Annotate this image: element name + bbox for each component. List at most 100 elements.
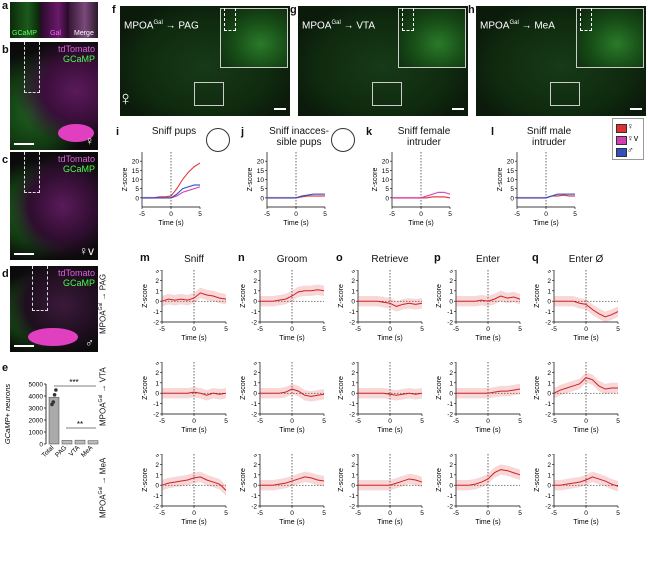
grid-chart-VTA-Enter: -2 -1 0 1 2 3 -5 0 5 Time (s) Z-score (436, 362, 522, 434)
panel-d-gcamp-label: GCaMP (62, 278, 95, 288)
xtick-label: 5 (322, 326, 326, 333)
panel-a-image: GCaMP Gal Merge (10, 2, 98, 38)
ytick-label: -2 (545, 320, 551, 327)
ytick-label: 3 (547, 270, 551, 275)
trace-PAG-Enter (456, 295, 521, 302)
xtick-label: -5 (355, 418, 361, 425)
grid-chart-PAG-Retrieve: -2 -1 0 1 2 3 -5 0 5 Time (s) Z-score (338, 270, 424, 342)
xtick-label: 5 (420, 418, 424, 425)
xtick-label: 5 (322, 510, 326, 517)
ytick-label: 2 (155, 278, 159, 285)
xtick-label: 0 (419, 211, 423, 218)
ytick-label: 2 (155, 370, 159, 377)
panel-q-title: Enter Ø (568, 254, 604, 265)
ylabel: Z-score (372, 168, 379, 192)
panel-h-inset-cannula (580, 8, 592, 31)
panel-h-scalebar (630, 108, 642, 110)
e-ytick-label: 1000 (29, 430, 44, 437)
xtick-label: 0 (294, 211, 298, 218)
panel-l-label: l (491, 126, 495, 138)
trace-VTA-Sniff (162, 391, 227, 396)
xtick-label: -5 (551, 510, 557, 517)
xtick-label: 0 (584, 326, 588, 333)
ylabel: Z-score (436, 376, 443, 400)
grid-chart-MeA-EnterØ: -2 -1 0 1 2 3 -5 0 5 Time (s) Z-score (534, 454, 620, 526)
ytick-label: 20 (382, 159, 390, 166)
error-band (456, 464, 520, 491)
ytick-label: 3 (253, 362, 257, 367)
xlabel: Time (s) (279, 427, 304, 434)
xtick-label: 5 (616, 418, 620, 425)
panel-j-label: j (241, 126, 245, 138)
grid-chart-VTA-Retrieve: -2 -1 0 1 2 3 -5 0 5 Time (s) Z-score (338, 362, 424, 434)
ytick-label: 3 (449, 270, 453, 275)
ytick-label: 3 (351, 454, 355, 459)
ytick-label: 15 (507, 168, 515, 175)
error-band (162, 471, 226, 496)
panel-b-gcamp-label: GCaMP (62, 54, 95, 64)
ytick-label: 1 (351, 472, 355, 479)
ytick-label: -1 (153, 309, 159, 316)
xlabel: Time (s) (533, 220, 558, 227)
ytick-label: -1 (251, 309, 257, 316)
ytick-label: 10 (257, 177, 265, 184)
proj-target: → VTA (340, 20, 376, 32)
row-target: → MeA (98, 457, 108, 487)
xtick-label: -5 (453, 418, 459, 425)
trace-j-male (267, 193, 325, 199)
ytick-label: 2 (253, 370, 257, 377)
ytick-label: -2 (447, 320, 453, 327)
xtick-label: -5 (264, 211, 270, 218)
ytick-label: 1 (351, 288, 355, 295)
panel-i-title: Sniff pups (151, 126, 197, 137)
xlabel: Time (s) (573, 335, 598, 342)
row-target: → VTA (98, 367, 108, 395)
xtick-label: 0 (486, 510, 490, 517)
ytick-label: -1 (349, 493, 355, 500)
xtick-label: -5 (551, 418, 557, 425)
xlabel: Time (s) (377, 335, 402, 342)
ytick-label: 3 (351, 362, 355, 367)
xtick-label: 0 (544, 211, 548, 218)
ytick-label: 0 (253, 299, 257, 306)
ytick-label: -2 (153, 412, 159, 419)
xlabel: Time (s) (181, 427, 206, 434)
grid-chart-PAG-EnterØ: -2 -1 0 1 2 3 -5 0 5 Time (s) Z-score (534, 270, 620, 342)
ytick-label: 3 (253, 270, 257, 275)
xlabel: Time (s) (573, 427, 598, 434)
ytick-label: 5 (385, 186, 389, 193)
trace-k-virgin (392, 191, 451, 199)
ytick-label: -2 (153, 504, 159, 511)
ylabel: Z-score (142, 376, 149, 400)
ytick-label: 10 (382, 177, 390, 184)
panel-i-label: i (116, 126, 120, 138)
xlabel: Time (s) (475, 335, 500, 342)
panel-o-title: Retrieve (371, 254, 409, 265)
panel-j-icon (331, 128, 355, 152)
e-bar-Total (48, 396, 60, 445)
xlabel: Time (s) (408, 220, 433, 227)
grid-chart-VTA-Groom: -2 -1 0 1 2 3 -5 0 5 Time (s) Z-score (240, 362, 326, 434)
ytick-label: 2 (449, 278, 453, 285)
ytick-label: 2 (253, 278, 257, 285)
grid-chart-PAG-Enter: -2 -1 0 1 2 3 -5 0 5 Time (s) Z-score (436, 270, 522, 342)
xtick-label: -5 (257, 326, 263, 333)
xtick-label: 0 (388, 326, 392, 333)
xtick-label: -5 (514, 211, 520, 218)
ytick-label: 10 (132, 177, 140, 184)
panel-m-title: Sniff (184, 254, 204, 265)
ytick-label: -2 (349, 504, 355, 511)
ytick-label: 1 (449, 472, 453, 479)
ytick-label: 1 (351, 380, 355, 387)
ytick-label: 1 (253, 380, 257, 387)
panel-b-tdtomato-label: tdTomato (57, 44, 95, 54)
xtick-label: -5 (139, 211, 145, 218)
ytick-label: 3 (155, 362, 159, 367)
ylabel: Z-score (247, 168, 254, 192)
row-sup: Gal (98, 486, 104, 495)
e-xtick-label: Total (41, 444, 56, 459)
row-region: MPOA (98, 310, 108, 334)
xlabel: Time (s) (377, 519, 402, 526)
ytick-label: -1 (251, 401, 257, 408)
